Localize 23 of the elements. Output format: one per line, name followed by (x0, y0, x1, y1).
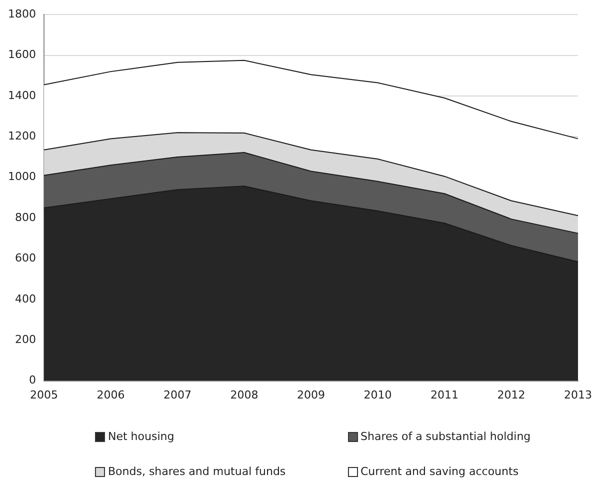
legend-label: Shares of a substantial holding (360, 430, 531, 443)
x-tick-label: 2007 (163, 388, 192, 402)
y-tick-label: 1400 (8, 88, 36, 102)
y-tick-label: 1600 (8, 48, 36, 62)
y-tick-label: 1000 (8, 170, 36, 184)
x-tick-label: 2013 (564, 388, 592, 402)
y-tick-label: 1800 (8, 7, 36, 20)
y-tick-label: 400 (14, 292, 36, 306)
x-tick-label: 2006 (96, 388, 125, 402)
x-tick-label: 2012 (497, 388, 526, 402)
y-tick-label: 200 (14, 332, 36, 346)
y-tick-label: 1200 (8, 130, 36, 143)
x-tick-label: 2009 (297, 388, 325, 402)
y-tick-label: 600 (14, 252, 36, 265)
x-tick-label: 2011 (430, 388, 458, 402)
legend-label: Current and saving accounts (360, 465, 519, 478)
legend-label: Bonds, shares and mutual funds (108, 465, 286, 478)
y-tick-label: 800 (14, 210, 36, 224)
x-tick-label: 2008 (230, 388, 258, 402)
x-tick-label: 2005 (30, 388, 58, 402)
y-tick-label: 0 (28, 374, 36, 387)
x-tick-label: 2010 (364, 388, 392, 402)
legend-label: Net housing (108, 430, 174, 443)
